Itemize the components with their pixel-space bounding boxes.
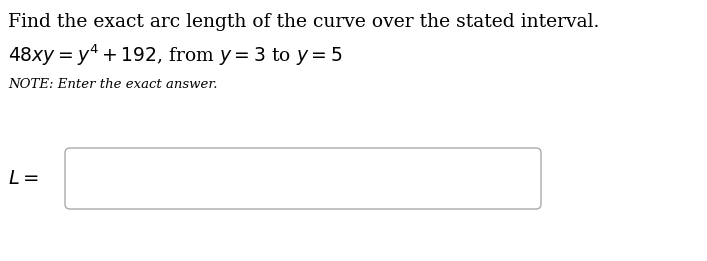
Text: Find the exact arc length of the curve over the stated interval.: Find the exact arc length of the curve o… [8, 13, 600, 31]
FancyBboxPatch shape [65, 148, 541, 209]
Text: NOTE: Enter the exact answer.: NOTE: Enter the exact answer. [8, 78, 218, 91]
Text: $48xy = y^4 + 192$, from $y = 3$ to $y = 5$: $48xy = y^4 + 192$, from $y = 3$ to $y =… [8, 43, 342, 68]
Text: $L =$: $L =$ [8, 170, 39, 188]
